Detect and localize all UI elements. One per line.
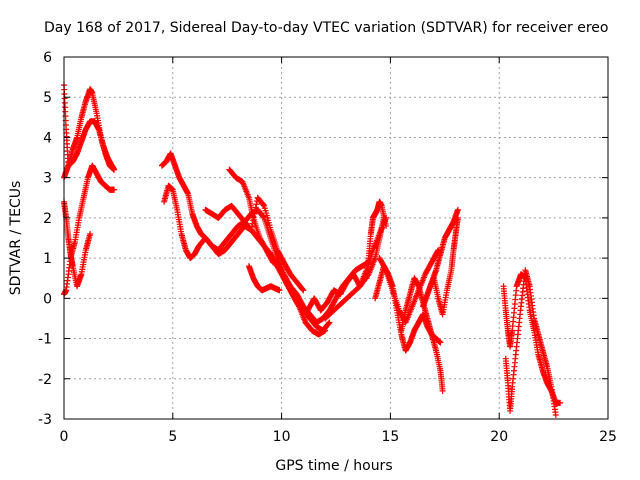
y-tick-label: 2	[43, 211, 52, 227]
x-tick-label: 0	[60, 429, 69, 445]
series-s12	[363, 198, 390, 282]
y-tick-label: 3	[43, 171, 52, 187]
data-point	[252, 207, 259, 214]
y-tick-label: 1	[43, 251, 52, 267]
data-point	[299, 286, 306, 293]
data-point	[552, 411, 559, 418]
axis-ticks: 0 5 10 15 20 25 -3 -2 -1 0 1 2 3 4 5 6	[38, 50, 617, 445]
data-point	[557, 399, 564, 406]
data-point	[111, 186, 118, 193]
y-tick-label: -2	[38, 372, 52, 388]
series-s19	[502, 267, 559, 418]
data-point	[439, 387, 446, 394]
y-tick-label: 6	[43, 50, 52, 66]
data-points	[61, 82, 564, 418]
data-point	[251, 210, 258, 217]
data-point	[250, 214, 257, 221]
data-point	[260, 202, 267, 209]
plot-frame	[63, 56, 609, 420]
series-s8	[202, 194, 307, 294]
data-point	[295, 302, 302, 309]
x-tick-label: 20	[490, 429, 508, 445]
y-tick-label: -3	[38, 412, 52, 428]
x-tick-label: 10	[273, 429, 291, 445]
data-point	[248, 226, 255, 233]
data-point	[276, 287, 283, 294]
x-tick-label: 5	[168, 429, 177, 445]
series-s13	[372, 263, 444, 354]
data-point	[252, 204, 259, 211]
series-s3	[61, 162, 118, 298]
x-tick-label: 25	[599, 429, 617, 445]
y-tick-label: 5	[43, 90, 52, 106]
data-point	[87, 230, 94, 237]
data-point	[249, 220, 256, 227]
series-s15	[398, 275, 446, 394]
series-s17	[430, 214, 461, 318]
series-s14	[376, 247, 442, 326]
y-tick-label: 0	[43, 291, 52, 307]
data-point	[437, 339, 444, 346]
y-tick-label: 4	[43, 130, 52, 146]
data-point	[300, 287, 307, 294]
data-point	[322, 327, 329, 334]
x-tick-label: 15	[381, 429, 399, 445]
data-point	[454, 206, 461, 213]
data-point	[326, 319, 333, 326]
data-point	[325, 320, 332, 327]
series-s5	[158, 150, 372, 326]
series-s2	[61, 118, 118, 181]
data-point	[260, 214, 267, 221]
data-point	[454, 214, 461, 221]
series-s4	[61, 198, 94, 290]
data-point	[250, 217, 257, 224]
data-point	[111, 166, 118, 173]
series-s9	[245, 263, 283, 294]
y-tick-label: -1	[38, 332, 52, 348]
grid-lines	[64, 57, 608, 419]
y-axis-label: SDTVAR / TECUs	[8, 181, 24, 296]
chart-title: Day 168 of 2017, Sidereal Day-to-day VTE…	[44, 20, 608, 36]
x-axis-label: GPS time / hours	[275, 458, 392, 474]
data-point	[382, 265, 389, 272]
data-point	[248, 223, 255, 230]
data-point	[253, 201, 260, 208]
data-point	[383, 222, 390, 229]
